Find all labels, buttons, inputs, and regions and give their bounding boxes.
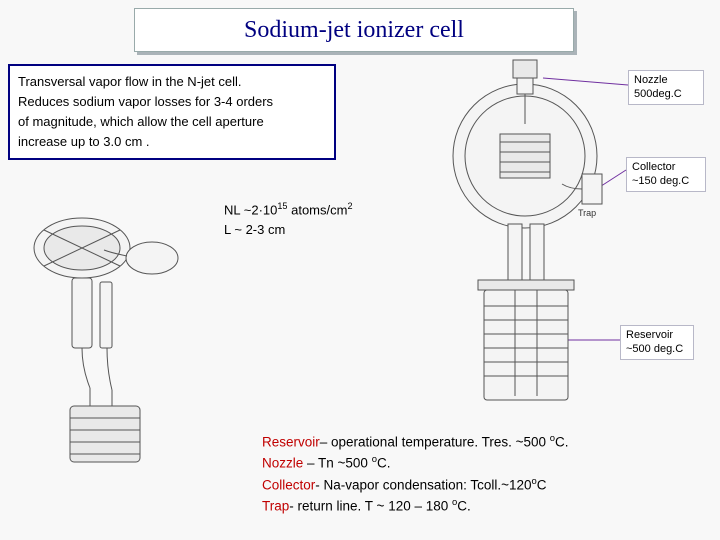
label-nozzle-temp: 500deg.C (634, 87, 698, 101)
label-nozzle: Nozzle 500deg.C (628, 70, 704, 105)
param-nl-units-exp: 2 (347, 201, 352, 211)
page-title: Sodium-jet ionizer cell (244, 17, 464, 44)
desc-line: Reduces sodium vapor losses for 3-4 orde… (18, 92, 326, 112)
desc-line: increase up to 3.0 cm . (18, 132, 326, 152)
summary-line-nozzle: Nozzle – Tn ~500 oC. (262, 453, 702, 474)
summary-line-trap: Trap- return line. T ~ 120 – 180 oC. (262, 496, 702, 517)
summary-trap-a: - return line. T ~ 120 – 180 (289, 499, 452, 514)
summary-line-collector: Collector- Na-vapor condensation: Tcoll.… (262, 475, 702, 496)
description-box: Transversal vapor flow in the N-jet cell… (8, 64, 336, 160)
param-nl: NL ~2·1015 atoms/cm2 (224, 200, 404, 220)
param-nl-prefix: NL ~2·10 (224, 202, 277, 217)
desc-line: Transversal vapor flow in the N-jet cell… (18, 72, 326, 92)
summary-reservoir-a: – operational temperature. Tres. ~500 (320, 435, 550, 450)
summary-collector-a: - Na-vapor condensation: Tcoll.~120 (315, 477, 531, 492)
param-nl-exp: 15 (277, 201, 287, 211)
label-nozzle-title: Nozzle (634, 73, 698, 87)
kw-reservoir: Reservoir (262, 435, 320, 450)
parameters-box: NL ~2·1015 atoms/cm2 L ~ 2-3 cm (224, 200, 404, 239)
param-nl-units: atoms/cm (287, 202, 347, 217)
desc-line: of magnitude, which allow the cell apert… (18, 112, 326, 132)
title-box: Sodium-jet ionizer cell (134, 8, 574, 52)
device-cross-section-icon: Trap (430, 56, 620, 426)
label-collector: Collector ~150 deg.C (626, 157, 706, 192)
label-reservoir-title: Reservoir (626, 328, 688, 342)
summary-nozzle-a: – Tn ~500 (303, 456, 371, 471)
label-collector-title: Collector (632, 160, 700, 174)
kw-collector: Collector (262, 477, 315, 492)
summary-trap-b: C. (457, 499, 471, 514)
kw-nozzle: Nozzle (262, 456, 303, 471)
label-collector-temp: ~150 deg.C (632, 174, 700, 188)
param-length: L ~ 2-3 cm (224, 220, 404, 240)
summary-reservoir-b: C. (555, 435, 569, 450)
summary-line-reservoir: Reservoir– operational temperature. Tres… (262, 432, 702, 453)
summary-box: Reservoir– operational temperature. Tres… (262, 432, 702, 518)
summary-nozzle-b: C. (377, 456, 391, 471)
label-reservoir: Reservoir ~500 deg.C (620, 325, 694, 360)
device-3d-sketch-icon (12, 198, 212, 478)
summary-collector-b: C (537, 477, 547, 492)
label-reservoir-temp: ~500 deg.C (626, 342, 688, 356)
kw-trap: Trap (262, 499, 289, 514)
trap-annotation: Trap (578, 208, 596, 218)
